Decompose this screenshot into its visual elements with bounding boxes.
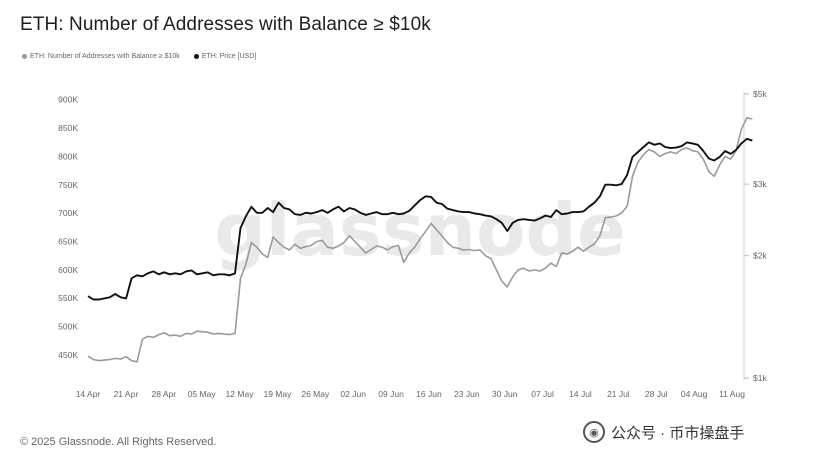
x-axis: 14 Apr 21 Apr 28 Apr 05 May 12 May 19 May 26 M… bbox=[76, 389, 745, 399]
right-axis: $5k $3k $2k $1k bbox=[744, 89, 767, 383]
x-tick-label: 30 Jun bbox=[492, 389, 518, 399]
legend-label-addresses: ETH: Number of Addresses with Balance ≥ … bbox=[30, 53, 180, 60]
x-tick-label: 21 Apr bbox=[114, 389, 139, 399]
x-tick-label: 09 Jun bbox=[378, 389, 404, 399]
y-right-tick-label: $3k bbox=[753, 179, 767, 189]
chart-title: ETH: Number of Addresses with Balance ≥ … bbox=[20, 14, 431, 35]
series-line-price bbox=[87, 137, 753, 301]
legend-dot-price bbox=[193, 54, 199, 59]
left-axis: 900K 850K 800K 750K 700K 650K 600K 550K 500K 450K bbox=[58, 95, 78, 360]
y-left-tick-label: 700K bbox=[58, 208, 78, 218]
x-tick-label: 12 May bbox=[226, 389, 255, 399]
y-left-tick-label: 900K bbox=[58, 95, 78, 105]
copyright-footer: © 2025 Glassnode. All Rights Reserved. bbox=[20, 436, 217, 448]
x-tick-label: 19 May bbox=[263, 389, 292, 399]
chart-legend: ETH: Number of Addresses with Balance ≥ … bbox=[22, 53, 256, 60]
y-right-tick-label: $2k bbox=[753, 251, 767, 261]
y-left-tick-label: 600K bbox=[58, 265, 78, 275]
background-watermark-text: glassnode bbox=[214, 188, 626, 272]
x-tick-label: 21 Jul bbox=[607, 389, 630, 399]
x-tick-label: 14 Jul bbox=[569, 389, 592, 399]
legend-dot-addresses bbox=[22, 54, 27, 59]
x-tick-label: 28 Jul bbox=[645, 389, 668, 399]
y-left-tick-label: 850K bbox=[58, 123, 78, 133]
x-tick-label: 23 Jun bbox=[454, 389, 480, 399]
y-left-tick-label: 550K bbox=[58, 293, 78, 303]
x-tick-label: 11 Aug bbox=[719, 389, 745, 399]
wechat-icon: ◉ bbox=[583, 421, 605, 443]
x-tick-label: 26 May bbox=[301, 389, 330, 399]
x-tick-label: 05 May bbox=[188, 389, 217, 399]
y-right-tick-label: $1k bbox=[753, 373, 767, 383]
series-line-addresses bbox=[87, 117, 753, 363]
x-tick-label: 02 Jun bbox=[340, 389, 366, 399]
y-left-tick-label: 650K bbox=[58, 237, 78, 247]
legend-label-price: ETH: Price [USD] bbox=[201, 53, 257, 60]
legend-item-price[interactable]: ETH: Price [USD] bbox=[193, 53, 257, 60]
x-tick-label: 04 Aug bbox=[681, 389, 708, 399]
series-group bbox=[87, 117, 753, 363]
y-left-tick-label: 450K bbox=[58, 350, 78, 360]
x-tick-label: 14 Apr bbox=[76, 389, 101, 399]
line-chart: glassnode 900K 850K 800K 750K 700K 650K 600K 55… bbox=[58, 89, 767, 399]
x-tick-label: 07 Jul bbox=[531, 389, 554, 399]
legend-item-addresses[interactable]: ETH: Number of Addresses with Balance ≥ … bbox=[22, 53, 180, 60]
y-left-tick-label: 800K bbox=[58, 151, 78, 161]
wechat-brand-label: 公众号 · 币市操盘手 bbox=[611, 424, 745, 442]
y-left-tick-label: 750K bbox=[58, 180, 78, 190]
y-right-tick-label: $5k bbox=[753, 89, 767, 99]
x-tick-label: 28 Apr bbox=[151, 389, 176, 399]
x-tick-label: 16 Jun bbox=[416, 389, 442, 399]
wechat-watermark: ◉ 公众号 · 币市操盘手 bbox=[583, 421, 744, 443]
y-left-tick-label: 500K bbox=[58, 322, 78, 332]
